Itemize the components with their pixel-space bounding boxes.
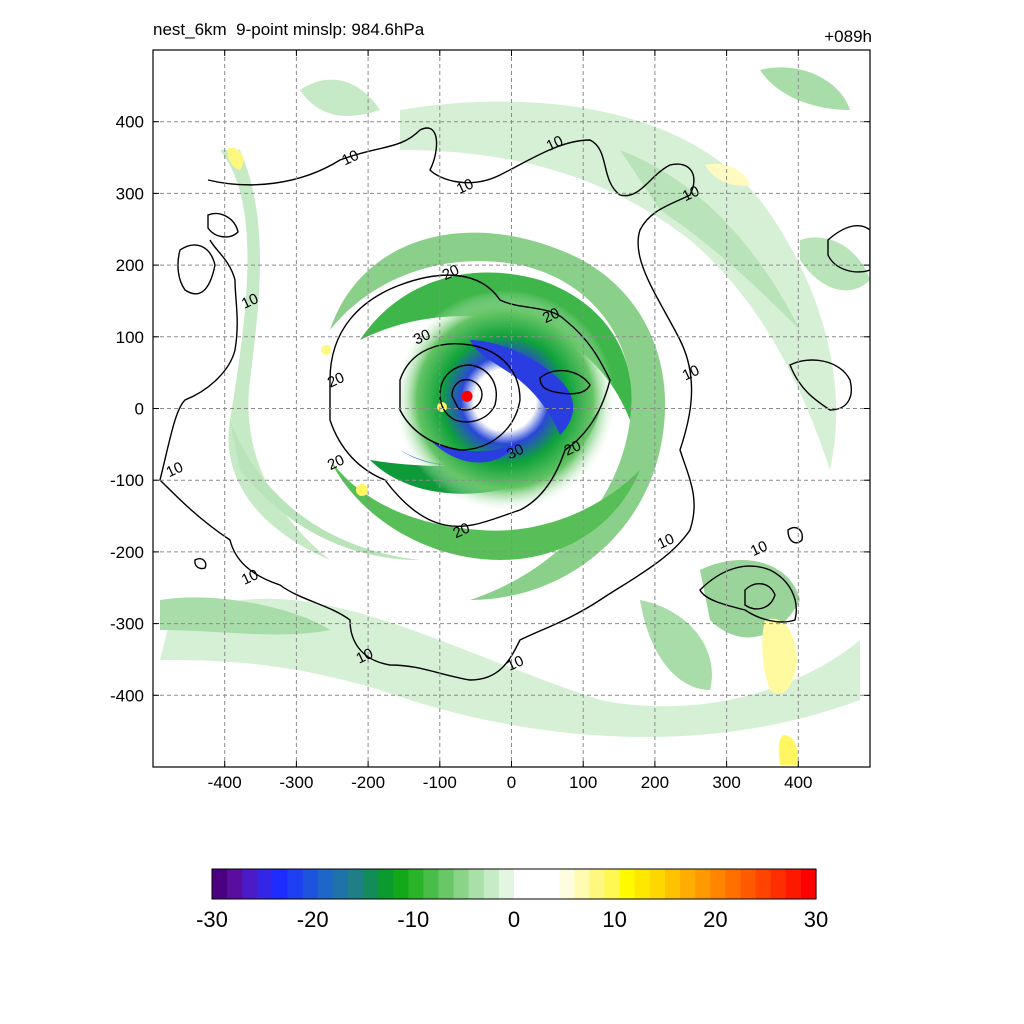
- x-tick-label: -200: [351, 773, 385, 792]
- colorbar-swatch: [740, 869, 757, 899]
- colorbar-tick-label: -30: [196, 907, 228, 932]
- colorbar-swatch: [317, 869, 334, 899]
- contour-label: 10: [680, 183, 702, 205]
- colorbar: -30 -20 -10 0 10 20 30: [196, 868, 828, 932]
- colorbar-swatch: [785, 869, 802, 899]
- colorbar-swatch: [649, 869, 666, 899]
- colorbar-swatch: [332, 869, 349, 899]
- y-tick-label: -100: [110, 471, 144, 490]
- contour-label: 10: [748, 538, 770, 560]
- contour-label: 10: [680, 362, 702, 384]
- y-tick-label: 0: [135, 400, 144, 419]
- colorbar-tick-label: -10: [397, 907, 429, 932]
- chart-title: nest_6km 9-point minslp: 984.6hPa: [153, 20, 425, 39]
- contour-label-group: 10 10 10 10 10 10 10 10 10 10 10 10 20 20 20 20 20 20 30 30: [164, 132, 771, 674]
- x-tick-label: 400: [784, 773, 812, 792]
- contour-label: 10: [239, 566, 261, 588]
- storm-center-group: [461, 390, 473, 402]
- colorbar-swatch: [800, 869, 817, 899]
- contour-label: 20: [540, 305, 562, 327]
- colorbar-swatch: [378, 869, 394, 899]
- y-tick-label: -300: [110, 615, 144, 634]
- colorbar-swatch: [544, 869, 560, 899]
- contour-label: 10: [504, 652, 526, 674]
- colorbar-swatch: [498, 869, 515, 899]
- colorbar-tick-label: -20: [297, 907, 329, 932]
- y-tick-label: 400: [116, 113, 144, 132]
- axis-ticks: [153, 50, 870, 767]
- colorbar-swatch: [574, 869, 591, 899]
- colorbar-swatch: [242, 869, 258, 899]
- forecast-hour-label: +089h: [824, 27, 872, 46]
- x-axis-tick-labels: -400 -300 -200 -100 0 100 200 300 400: [208, 773, 813, 792]
- colorbar-swatch: [423, 869, 440, 899]
- x-tick-label: -100: [423, 773, 457, 792]
- contour-label: 30: [411, 326, 433, 348]
- colorbar-swatch: [227, 869, 243, 899]
- colorbar-swatch: [665, 869, 681, 899]
- contour-label: 30: [504, 441, 526, 463]
- contour-label: 20: [325, 451, 347, 473]
- x-tick-label: 100: [569, 773, 597, 792]
- shaded-field: [160, 67, 870, 765]
- colorbar-swatch: [363, 869, 379, 899]
- x-tick-label: 300: [712, 773, 740, 792]
- colorbar-swatch: [725, 869, 742, 899]
- colorbar-swatch: [680, 869, 696, 899]
- colorbar-swatch: [604, 869, 621, 899]
- contour-label: 10: [655, 530, 677, 552]
- colorbar-swatch: [408, 869, 424, 899]
- colorbar-swatch: [559, 869, 575, 899]
- colorbar-swatch: [483, 869, 500, 899]
- colorbar-swatch: [468, 869, 485, 899]
- colorbar-swatch: [514, 869, 530, 899]
- colorbar-swatch: [770, 869, 787, 899]
- colorbar-swatch: [619, 869, 636, 899]
- colorbar-swatch: [257, 869, 273, 899]
- colorbar-tick-label: 30: [804, 907, 828, 932]
- y-tick-label: -200: [110, 543, 144, 562]
- colorbar-swatch: [634, 869, 651, 899]
- colorbar-tick-label: 0: [508, 907, 520, 932]
- colorbar-swatch: [302, 869, 319, 899]
- colorbar-swatch: [695, 869, 711, 899]
- contour-label: 20: [440, 261, 462, 283]
- contour-label: 10: [454, 175, 476, 197]
- contour-label: 10: [544, 132, 566, 154]
- colorbar-swatch: [755, 869, 772, 899]
- y-tick-label: -400: [110, 686, 144, 705]
- colorbar-swatch: [438, 869, 455, 899]
- contour-label: 10: [354, 645, 376, 667]
- colorbar-swatch: [393, 869, 409, 899]
- x-tick-label: -400: [208, 773, 242, 792]
- contour-label: 20: [562, 437, 584, 459]
- contour-label: 20: [325, 369, 347, 391]
- x-tick-label: -300: [279, 773, 313, 792]
- colorbar-swatch: [710, 869, 726, 899]
- colorbar-swatch: [347, 869, 364, 899]
- y-tick-label: 300: [116, 184, 144, 203]
- colorbar-swatch: [529, 869, 545, 899]
- contour-lines: [159, 127, 870, 681]
- colorbar-swatch: [272, 869, 289, 899]
- y-axis-tick-labels: 400 300 200 100 0 -100 -200 -300 -400: [110, 113, 144, 706]
- x-tick-label: 0: [507, 773, 516, 792]
- contour-label: 10: [164, 459, 186, 481]
- colorbar-tick-label: 10: [602, 907, 626, 932]
- contour-label: 20: [450, 520, 472, 542]
- colorbar-swatch: [453, 869, 470, 899]
- colorbar-swatch: [212, 869, 228, 899]
- storm-center-marker: [461, 390, 473, 402]
- x-tick-label: 200: [641, 773, 669, 792]
- contour-label: 10: [339, 147, 361, 169]
- contour-label: 10: [239, 290, 261, 312]
- colorbar-swatch: [589, 869, 606, 899]
- y-tick-label: 100: [116, 328, 144, 347]
- grid-lines: [153, 50, 870, 767]
- y-tick-label: 200: [116, 256, 144, 275]
- colorbar-frame: [211, 868, 817, 900]
- colorbar-tick-label: 20: [703, 907, 727, 932]
- colorbar-swatch: [287, 869, 304, 899]
